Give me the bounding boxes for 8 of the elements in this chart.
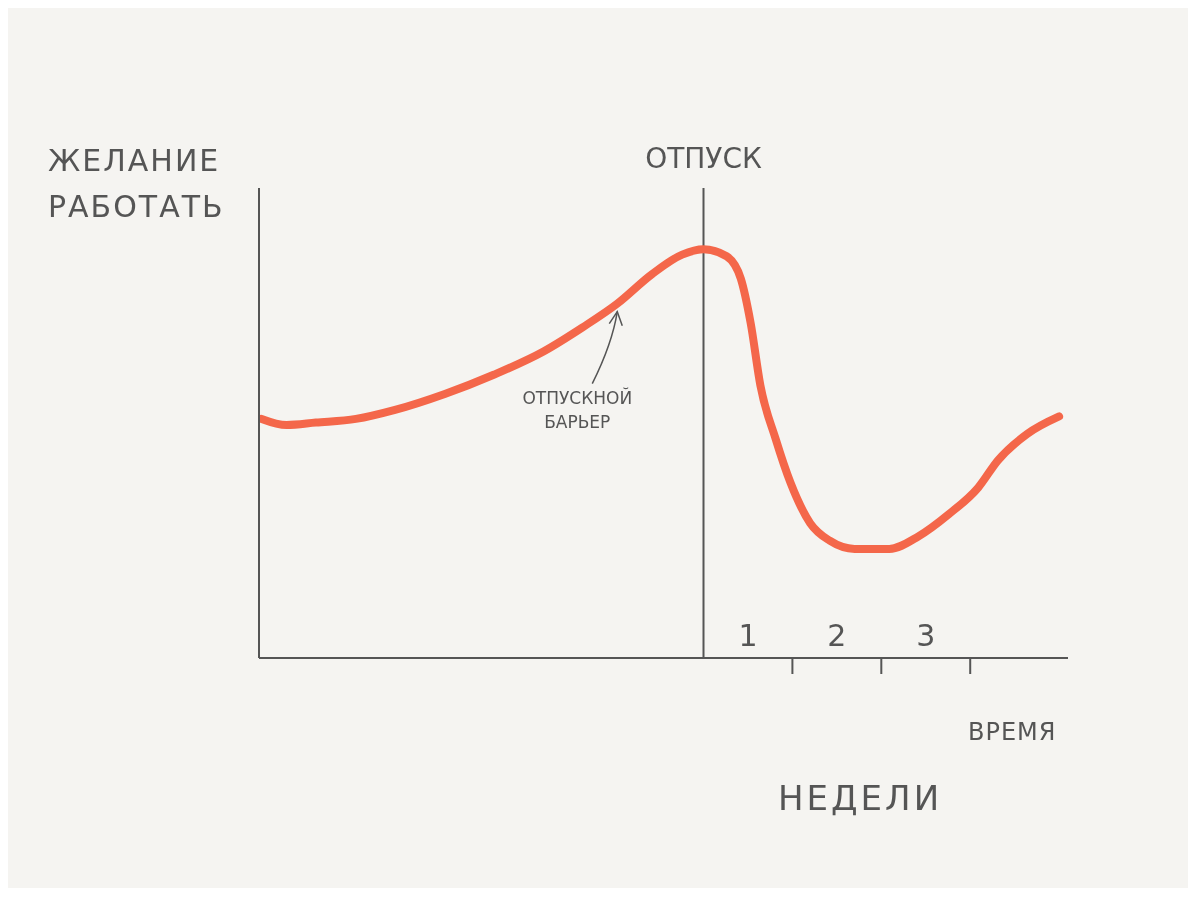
x-tick-label: 3	[916, 618, 936, 653]
ref-line-label: ОТПУСК	[645, 142, 762, 175]
y-axis-title: ЖЕЛАНИЕ РАБОТАТЬ	[48, 142, 226, 226]
text: НЕДЕЛИ	[778, 778, 943, 818]
x-axis-title: ВРЕМЯ	[968, 718, 1057, 746]
x-tick-label: 1	[738, 618, 758, 653]
annotation: ОТПУСКНОЙ БАРЬЕР	[522, 386, 633, 432]
x-tick-label: 2	[827, 618, 847, 653]
